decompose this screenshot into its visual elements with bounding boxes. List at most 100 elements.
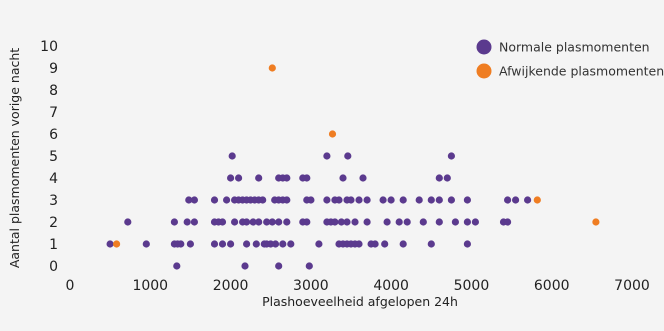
normal-data-point [303, 218, 311, 226]
y-tick-label: 3 [49, 193, 58, 209]
normal-data-point [355, 196, 363, 204]
normal-data-point [427, 196, 435, 204]
y-tick-label: 2 [49, 215, 58, 231]
legend-marker-abnormal [476, 63, 492, 79]
normal-data-point [218, 218, 227, 226]
x-tick-label: 2000 [213, 278, 249, 294]
normal-data-point [263, 218, 271, 226]
normal-data-point [504, 218, 512, 226]
normal-data-point [343, 218, 351, 226]
x-axis: 0 1000 2000 3000 4000 5000 6000 7000 [66, 278, 650, 294]
normal-data-point [463, 218, 471, 226]
normal-data-point [419, 218, 427, 226]
normal-data-point [344, 152, 352, 160]
normal-data-point [387, 196, 395, 204]
normal-data-point [241, 262, 249, 270]
normal-data-point [363, 218, 371, 226]
normal-data-point [335, 196, 343, 204]
normal-data-point [303, 174, 311, 182]
normal-data-point [379, 196, 387, 204]
normal-data-point [255, 174, 263, 182]
normal-data-point [235, 174, 243, 182]
abnormal-data-point [113, 240, 121, 248]
x-tick-label: 0 [66, 278, 75, 294]
y-tick-label: 10 [40, 39, 58, 55]
x-tick-label: 6000 [534, 278, 570, 294]
normal-data-point [173, 262, 181, 270]
normal-data-point [259, 196, 267, 204]
normal-data-point [106, 240, 114, 248]
abnormal-data-point [328, 130, 337, 138]
normal-data-point [210, 196, 219, 204]
x-axis-label: Plashoeveelheid afgelopen 24h [262, 294, 458, 309]
normal-data-point [305, 262, 313, 270]
normal-data-point [227, 240, 235, 248]
normal-data-point [363, 196, 371, 204]
normal-data-point [524, 196, 532, 204]
normal-data-point [227, 174, 235, 182]
normal-data-point [447, 152, 455, 160]
normal-data-point [504, 196, 512, 204]
normal-data-point [255, 218, 263, 226]
normal-data-point [447, 196, 455, 204]
normal-data-point [323, 196, 331, 204]
normal-data-point [190, 218, 198, 226]
normal-data-point [337, 218, 345, 226]
y-tick-label: 6 [49, 127, 58, 143]
x-tick-label: 3000 [293, 278, 329, 294]
normal-data-point [177, 240, 185, 248]
y-axis-label: Aantal plasmomenten vorige nacht [7, 48, 22, 268]
normal-data-point [347, 196, 355, 204]
normal-data-point [275, 262, 283, 270]
normal-data-point [355, 240, 363, 248]
normal-data-point [210, 240, 219, 248]
normal-data-point [435, 196, 443, 204]
abnormal-data-point [533, 196, 541, 204]
normal-data-point [190, 196, 198, 204]
normal-data-point [186, 240, 194, 248]
normal-data-point [223, 196, 231, 204]
normal-data-point [471, 218, 479, 226]
normal-data-point [231, 218, 239, 226]
normal-data-point [183, 218, 191, 226]
normal-data-point [271, 240, 280, 248]
normal-data-point [331, 218, 339, 226]
legend-label-abnormal: Afwijkende plasmomenten [499, 64, 664, 79]
normal-data-point [287, 240, 295, 248]
normal-data-point [218, 240, 227, 248]
normal-data-point [283, 218, 291, 226]
normal-data-point [252, 240, 260, 248]
normal-data-point [463, 196, 471, 204]
normal-data-point [283, 174, 291, 182]
normal-data-point [351, 218, 359, 226]
y-tick-label: 8 [49, 83, 58, 99]
legend-label-normal: Normale plasmomenten [499, 40, 650, 55]
normal-data-point [307, 196, 315, 204]
normal-data-point [124, 218, 132, 226]
normal-data-point [371, 240, 379, 248]
normal-data-point [511, 196, 520, 204]
normal-data-point [275, 218, 283, 226]
normal-data-point [243, 240, 251, 248]
normal-data-point [435, 174, 443, 182]
legend: Normale plasmomenten Afwijkende plasmomen… [476, 39, 664, 79]
x-tick-label: 5000 [454, 278, 490, 294]
normal-data-point [339, 174, 347, 182]
normal-data-point [268, 218, 276, 226]
data-points [106, 64, 600, 270]
y-tick-label: 4 [49, 171, 58, 187]
normal-data-point [463, 240, 471, 248]
normal-data-point [249, 218, 257, 226]
y-tick-label: 0 [49, 259, 58, 275]
normal-data-point [243, 218, 251, 226]
normal-data-point [383, 218, 391, 226]
normal-data-point [399, 240, 407, 248]
normal-data-point [381, 240, 389, 248]
normal-data-point [427, 240, 435, 248]
normal-data-point [185, 196, 193, 204]
normal-data-point [228, 152, 236, 160]
normal-data-point [435, 218, 443, 226]
y-tick-label: 7 [49, 105, 58, 121]
